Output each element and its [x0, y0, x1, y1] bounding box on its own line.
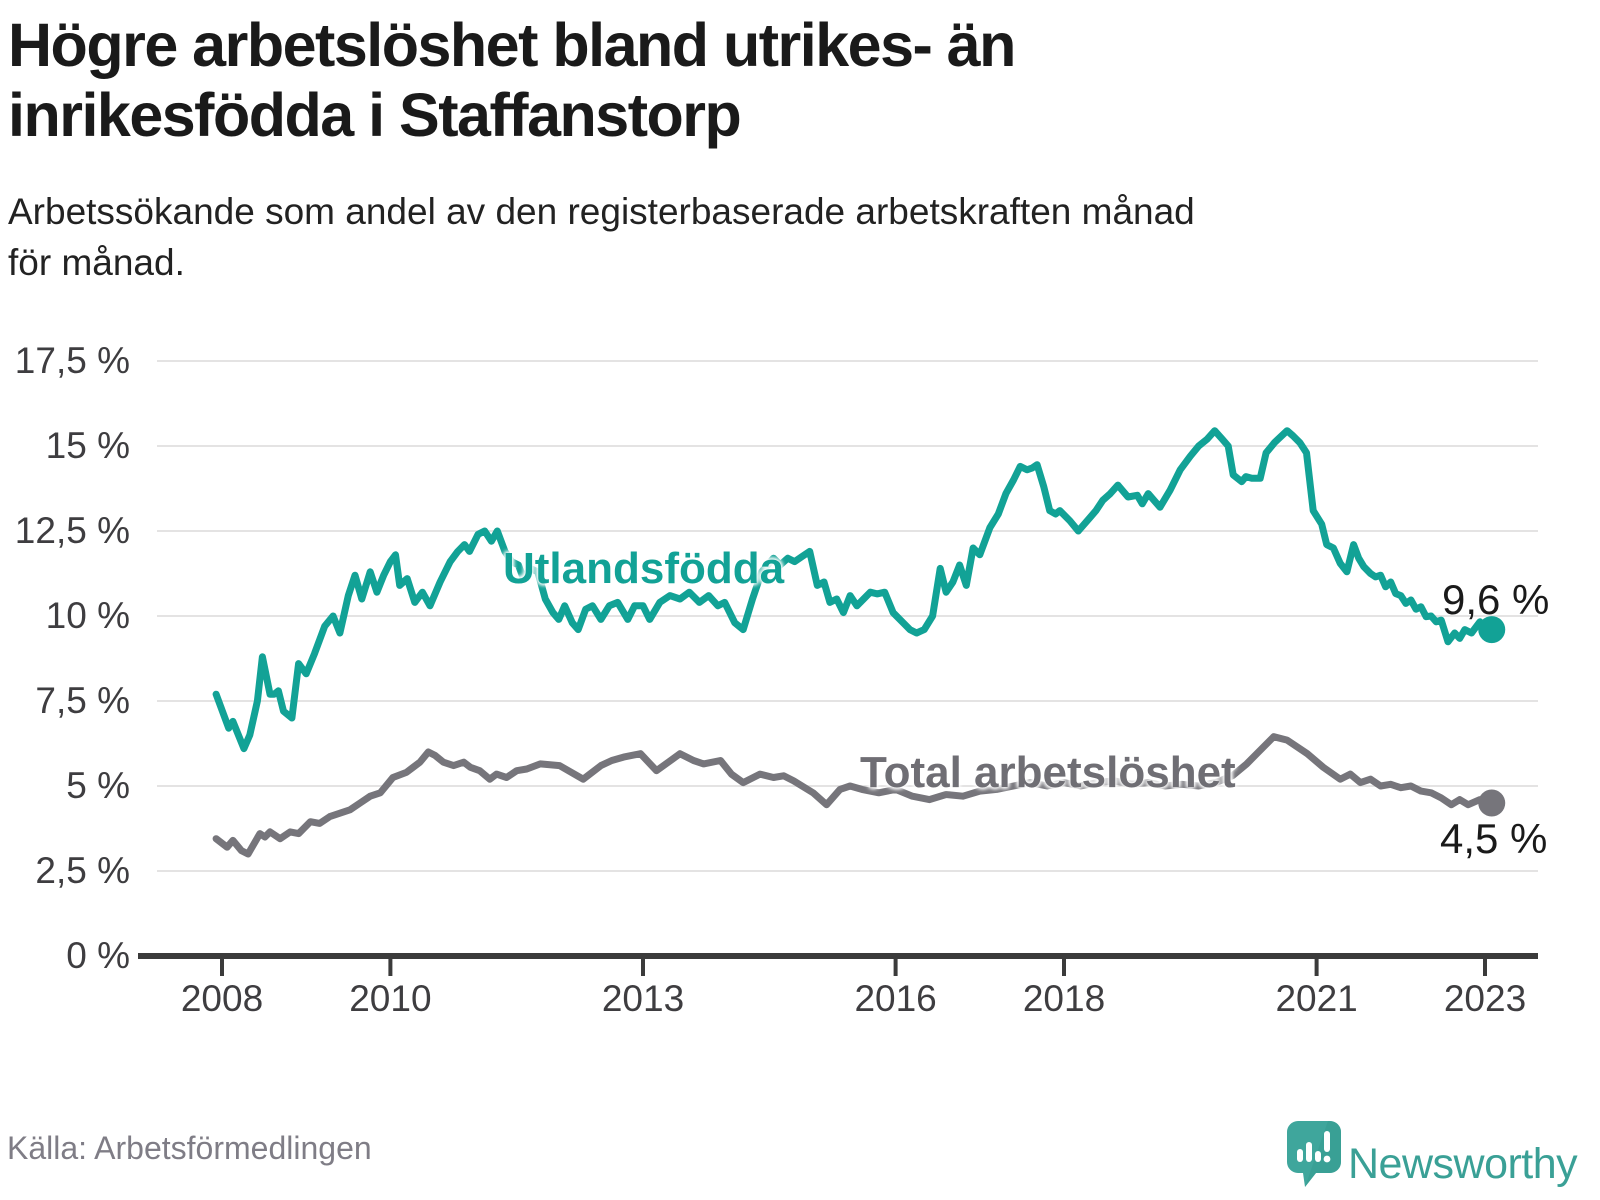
- y-axis-label: 15 %: [45, 425, 130, 466]
- end-value-label-utlandsfodda: 9,6 %: [1442, 576, 1550, 623]
- newsworthy-logo: Newsworthy: [1286, 1120, 1596, 1190]
- source-credit: Källa: Arbetsförmedlingen: [7, 1130, 372, 1166]
- series-end-dot-1: [1478, 789, 1506, 817]
- x-axis-label: 2013: [601, 978, 685, 1019]
- y-axis-label: 17,5 %: [14, 340, 130, 381]
- chart-title: Högre arbetslöshet bland utrikes- än inr…: [8, 11, 1016, 149]
- newsworthy-logo-text: Newsworthy: [1348, 1140, 1578, 1188]
- x-axis-label: 2021: [1275, 978, 1358, 1019]
- y-axis-label: 7,5 %: [35, 680, 130, 721]
- line-chart: 0 % 2,5 % 5 % 7,5 % 10 % 12,5 % 15 % 17,5 % 200…: [0, 330, 1600, 1050]
- newsworthy-speech-bubble-chart-icon: [1287, 1121, 1341, 1187]
- y-axis-label: 10 %: [45, 595, 130, 636]
- series-label-utlandsfodda: Utlandsfödda: [503, 544, 785, 593]
- series-line-0: [212, 427, 1496, 753]
- x-axis-label: 2016: [854, 978, 937, 1019]
- y-axis-label: 12,5 %: [14, 510, 130, 551]
- series-end-dot-0: [1478, 616, 1506, 644]
- chart-subtitle: Arbetssökande som andel av den registerb…: [8, 191, 1195, 283]
- end-value-label-total: 4,5 %: [1440, 815, 1548, 862]
- series-line-1: [212, 733, 1496, 858]
- x-axis-label: 2023: [1443, 978, 1527, 1019]
- x-axis-label: 2008: [180, 978, 264, 1019]
- series-label-total: Total arbetslöshet: [860, 748, 1236, 797]
- plot-area: [138, 360, 1538, 976]
- x-axis-label: 2010: [349, 978, 432, 1019]
- x-axis-label: 2018: [1022, 978, 1106, 1019]
- y-axis-label: 0 %: [66, 935, 130, 976]
- y-axis-label: 2,5 %: [35, 850, 130, 891]
- y-axis-label: 5 %: [66, 765, 130, 806]
